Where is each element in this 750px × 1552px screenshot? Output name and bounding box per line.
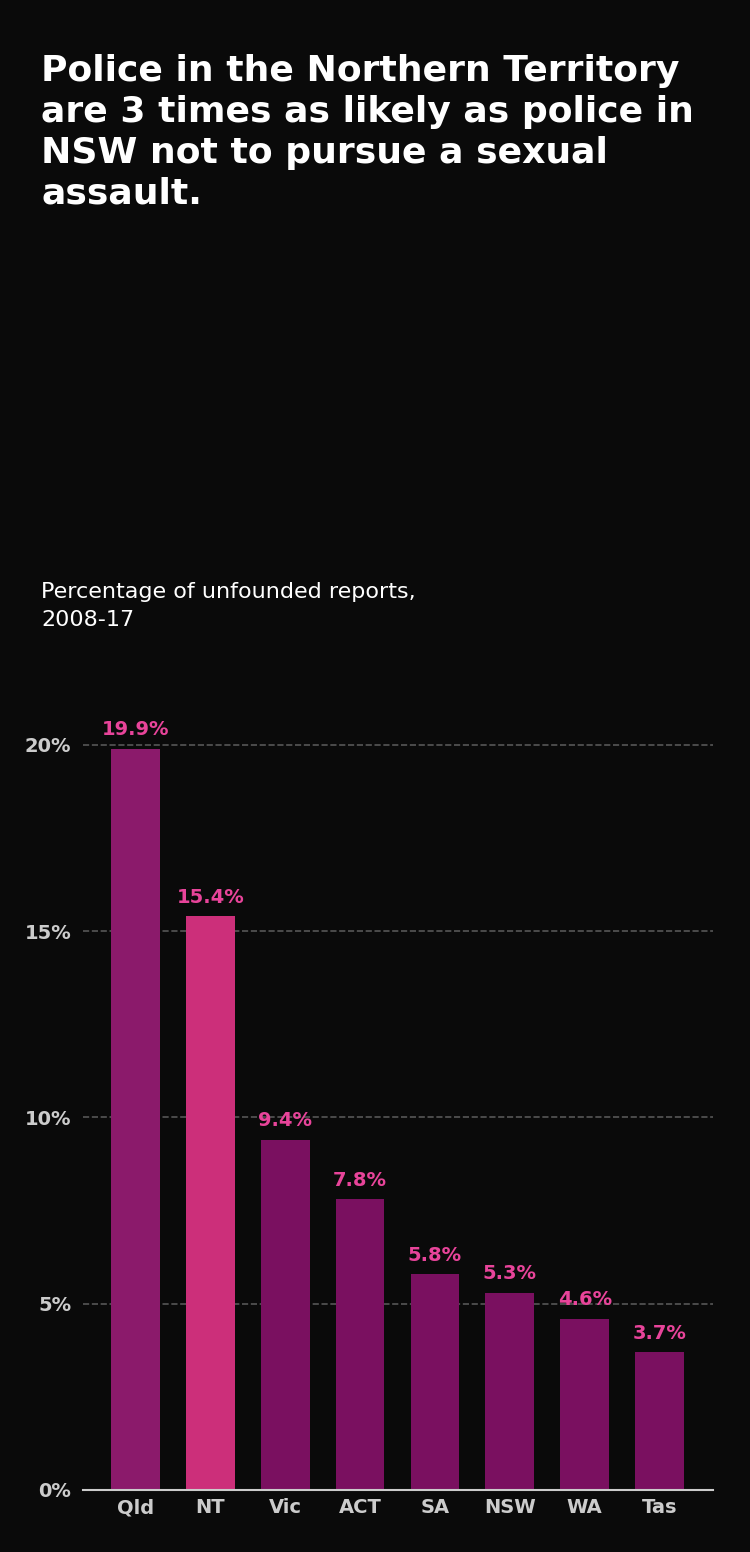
Bar [410,1274,459,1490]
Text: 5.8%: 5.8% [408,1246,462,1265]
Text: Police in the Northern Territory
are 3 times as likely as police in
NSW not to p: Police in the Northern Territory are 3 t… [41,54,694,211]
Text: 3.7%: 3.7% [632,1324,686,1342]
Bar [635,1352,684,1490]
Bar [186,916,235,1490]
Bar [111,748,160,1490]
Bar [560,1319,609,1490]
Text: 5.3%: 5.3% [483,1265,537,1284]
Text: 4.6%: 4.6% [557,1290,612,1310]
Text: 19.9%: 19.9% [102,720,170,739]
Text: 9.4%: 9.4% [258,1111,312,1130]
Text: 7.8%: 7.8% [333,1172,387,1190]
Text: 15.4%: 15.4% [176,888,244,906]
Bar [261,1139,310,1490]
Bar [485,1293,534,1490]
Text: Percentage of unfounded reports,
2008-17: Percentage of unfounded reports, 2008-17 [41,582,416,630]
Bar [336,1200,385,1490]
